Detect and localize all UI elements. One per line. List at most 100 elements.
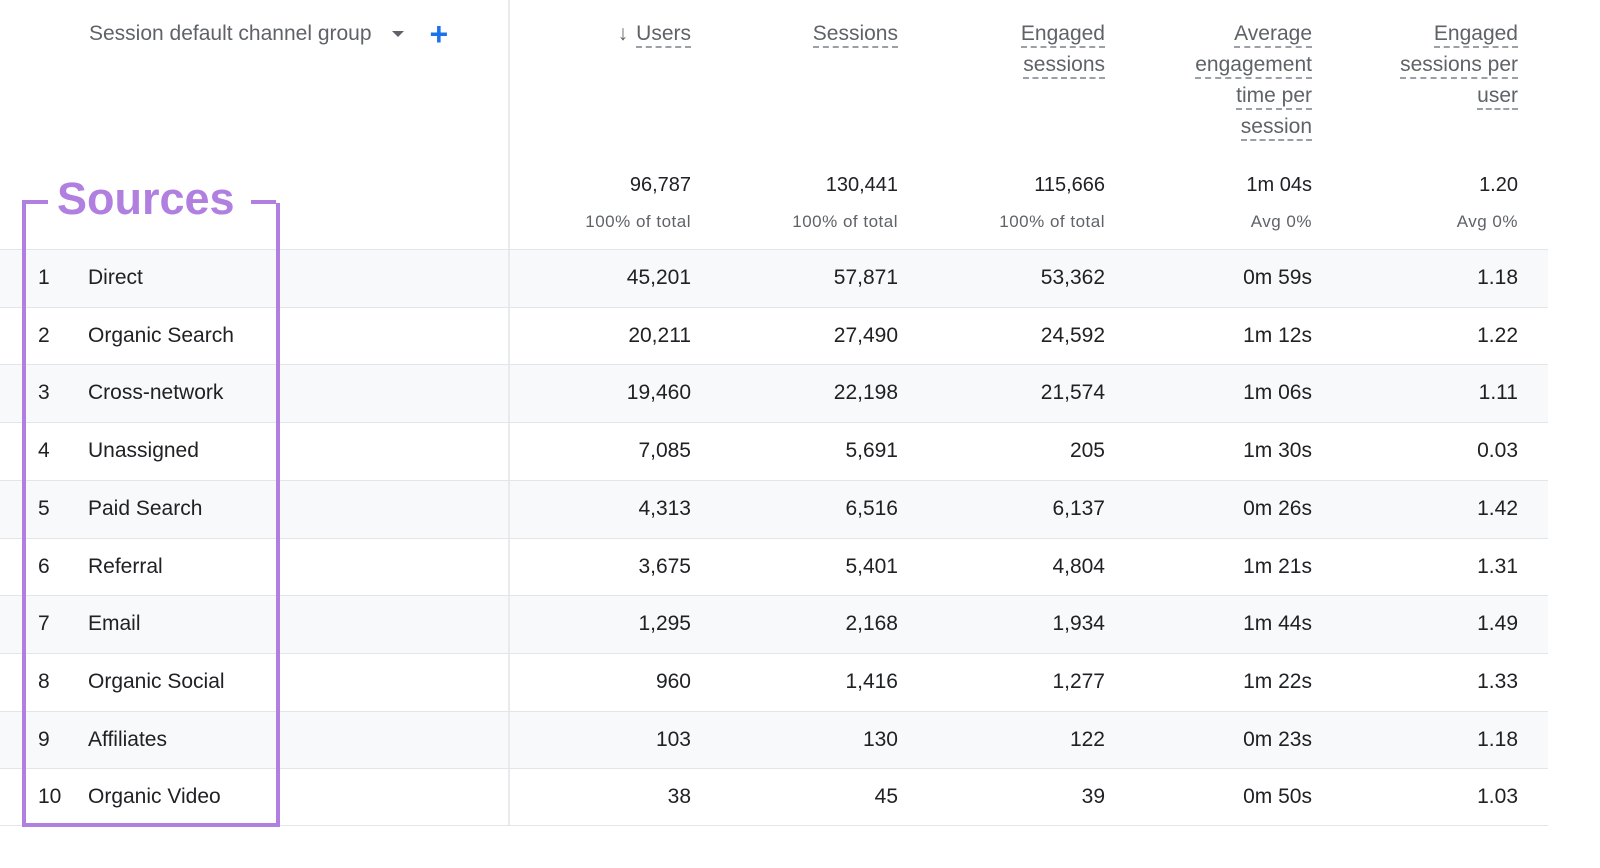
metric-cell: 5,691 [845,439,898,463]
metric-cell: 0m 59s [1243,266,1312,289]
table-row[interactable]: 1 Direct 45,201 57,871 53,362 0m 59s 1.18 [0,249,1548,307]
channel-name[interactable]: Organic Search [88,323,234,347]
table-row[interactable]: 2 Organic Search 20,211 27,490 24,592 1m 12s… [0,306,1548,365]
channel-name[interactable]: Email [88,612,141,636]
row-index: 8 [38,669,50,693]
metric-cell: 960 [655,669,691,693]
metric-cell: 1.18 [1477,266,1518,289]
channel-name[interactable]: Cross-network [88,381,224,405]
metric-cell: 130 [862,727,898,751]
column-divider [508,538,510,596]
metric-cell: 1.31 [1477,554,1518,578]
column-header-label: engagement [1195,53,1312,79]
column-header-label: sessions per [1400,53,1518,79]
channel-name[interactable]: Direct [88,266,143,289]
metric-cell: 103 [655,727,691,751]
metric-cell: 7,085 [638,439,691,463]
total-subtext: Avg 0% [1456,212,1518,231]
metric-cell: 4,313 [638,496,691,520]
row-index: 9 [38,727,50,751]
highlight-box-top-left [22,200,48,204]
table-row[interactable]: 6 Referral 3,675 5,401 4,804 1m 21s 1.31 [0,537,1548,596]
metric-cell: 1,295 [638,612,691,636]
table-row[interactable]: 10 Organic Video 38 45 39 0m 50s 1.03 [0,768,1548,827]
total-subtext: 100% of total [999,212,1105,231]
channel-name[interactable]: Affiliates [88,727,167,751]
total-subtext: 100% of total [585,212,691,231]
table-row[interactable]: 5 Paid Search 4,313 6,516 6,137 0m 26s 1.42 [0,479,1548,538]
total-value: 1m 04s [1246,174,1312,196]
metric-cell: 1m 30s [1243,439,1312,463]
metric-cell: 27,490 [833,323,898,347]
column-header-label: Sessions [812,22,898,48]
column-divider [508,250,510,307]
table-end-line [0,825,1548,826]
metric-cell: 1.33 [1477,669,1518,693]
table-row[interactable]: 7 Email 1,295 2,168 1,934 1m 44s 1.49 [0,595,1548,654]
metric-cell: 1m 21s [1243,554,1312,578]
metric-cell: 45 [874,785,898,809]
metric-cell: 24,592 [1040,323,1105,347]
row-index: 2 [38,323,50,347]
channel-name[interactable]: Unassigned [88,439,199,463]
metric-cell: 1m 06s [1243,381,1312,405]
column-header-label: time per [1236,84,1312,110]
row-index: 5 [38,496,50,520]
metric-cell: 1.11 [1478,381,1518,405]
channel-name[interactable]: Organic Video [88,785,221,809]
total-value: 130,441 [825,174,898,196]
dropdown-caret-icon[interactable] [391,31,404,37]
table-row[interactable]: 8 Organic Social 960 1,416 1,277 1m 22s 1.33 [0,652,1548,711]
column-header[interactable]: Engaged sessions per user [1318,18,1518,111]
metric-cell: 2,168 [845,612,898,636]
column-header-label: user [1477,84,1518,110]
column-header[interactable]: Average engagement time per session [1112,18,1312,142]
column-divider [508,711,510,769]
column-divider [508,423,510,481]
metric-cell: 1m 12s [1243,323,1312,347]
metric-cell: 1.49 [1477,612,1518,636]
metric-cell: 1,416 [845,669,898,693]
table-row[interactable]: 9 Affiliates 103 130 122 0m 23s 1.18 [0,710,1548,769]
metric-cell: 1,934 [1052,612,1105,636]
column-header[interactable]: Engaged sessions [905,18,1105,80]
total-subtext: 100% of total [792,212,898,231]
metric-cell: 1m 44s [1243,612,1312,636]
metric-cell: 1.42 [1477,496,1518,520]
column-header-label: sessions [1023,53,1105,79]
column-header[interactable]: ↓ Users [491,18,691,49]
row-index: 4 [38,439,50,463]
metric-cell: 57,871 [833,266,898,289]
channel-name[interactable]: Paid Search [88,496,203,520]
metric-cell: 19,460 [626,381,691,405]
column-header-label: Users [636,22,691,48]
metric-cell: 5,401 [845,554,898,578]
column-header-label: session [1240,115,1312,141]
metric-cell: 1,277 [1052,669,1105,693]
table-row[interactable]: 4 Unassigned 7,085 5,691 205 1m 30s 0.03 [0,422,1548,481]
metric-cell: 3,675 [638,554,691,578]
highlight-box-top-right [251,200,276,204]
total-subtext: Avg 0% [1250,212,1312,231]
channel-name[interactable]: Referral [88,554,163,578]
channel-name[interactable]: Organic Social [88,669,225,693]
metric-cell: 1m 22s [1243,669,1312,693]
metric-cell: 0.03 [1477,439,1518,463]
add-dimension-icon[interactable]: + [429,16,449,52]
column-header-label: Engaged [1433,22,1518,48]
metric-cell: 20,211 [628,323,691,347]
metric-cell: 122 [1069,727,1105,751]
metric-cell: 205 [1069,439,1105,463]
metric-cell: 39 [1081,785,1105,809]
table-row[interactable]: 3 Cross-network 19,460 22,198 21,574 1m 06s 1… [0,364,1548,423]
metric-cell: 6,516 [845,496,898,520]
column-header-label: Engaged [1020,22,1105,48]
column-header[interactable]: Sessions [698,18,898,49]
column-divider [508,307,510,365]
metric-cell: 22,198 [833,381,898,405]
sort-descending-icon[interactable]: ↓ [617,22,629,45]
column-divider [508,769,510,827]
total-value: 115,666 [1034,174,1105,196]
dimension-selector[interactable]: Session default channel group [89,22,372,45]
